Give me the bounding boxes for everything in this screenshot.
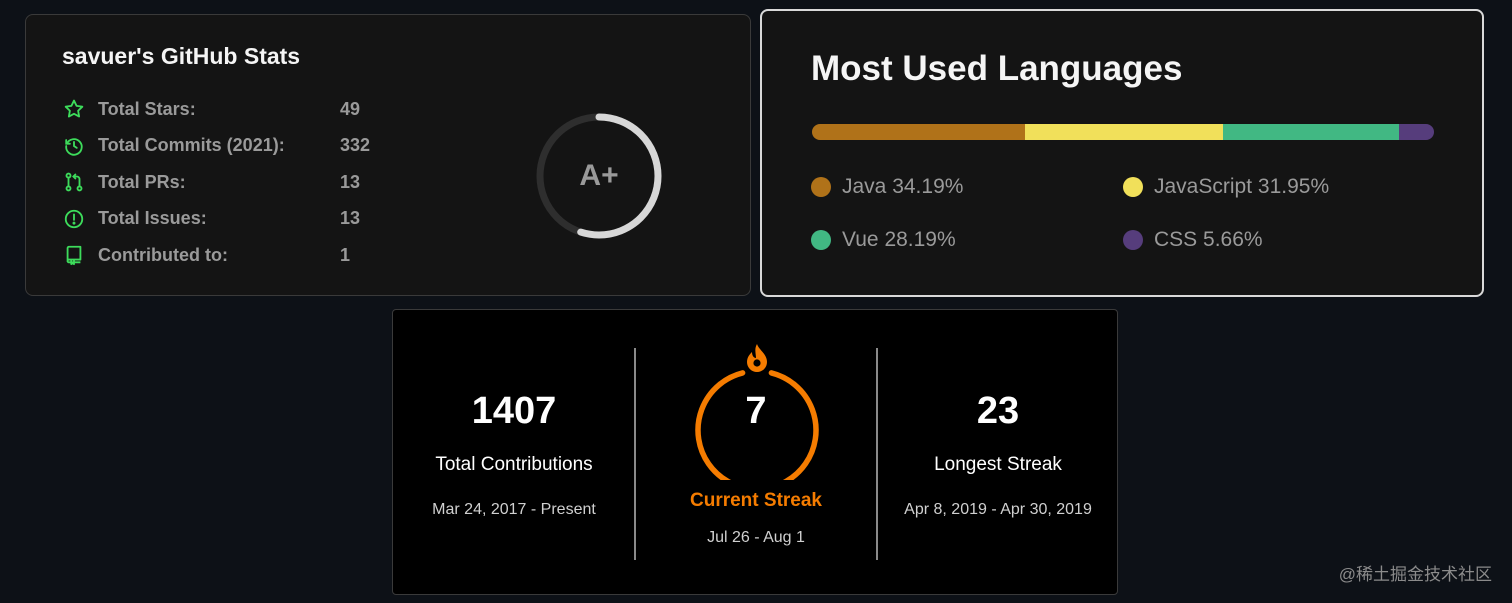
total-contributions-range: Mar 24, 2017 - Present: [432, 501, 596, 518]
languages-title: Most Used Languages: [811, 49, 1183, 88]
lang-segment-java: [812, 124, 1025, 140]
lang-item-css: CSS 5.66%: [1123, 228, 1263, 252]
lang-item-java: Java 34.19%: [811, 175, 963, 199]
lang-dot-java: [811, 177, 831, 197]
stat-row-stars: Total Stars: 49: [62, 91, 370, 128]
lang-segment-css: [1398, 124, 1434, 140]
lang-percent: 31.95%: [1257, 175, 1330, 198]
stat-value: 49: [340, 98, 361, 119]
stat-label: Contributed to:: [98, 244, 228, 265]
fire-icon: [747, 344, 767, 372]
lang-segment-javascript: [1024, 124, 1224, 140]
github-stats-card: savuer's GitHub Stats Total Stars: 49 To…: [25, 14, 751, 296]
lang-percent: 28.19%: [884, 228, 956, 251]
stats-title: savuer's GitHub Stats: [62, 43, 301, 69]
lang-name: Java: [842, 175, 887, 198]
stat-label: Total Commits (2021):: [98, 135, 285, 156]
stat-row-contributed: Contributed to: 1: [62, 237, 370, 274]
languages-card: Most Used Languages Java 34.19% JavaScri…: [760, 9, 1484, 297]
stat-row-commits: Total Commits (2021): 332: [62, 128, 370, 165]
current-streak-range: Jul 26 - Aug 1: [707, 529, 805, 546]
rank-progress-arc: [536, 113, 662, 239]
streak-card: 1407 Total Contributions Mar 24, 2017 - …: [392, 309, 1118, 595]
lang-dot-css: [1123, 230, 1143, 250]
languages-progress-bar: [812, 124, 1434, 140]
lang-segment-vue: [1223, 124, 1399, 140]
rank-grade: A+: [579, 159, 619, 192]
stat-row-prs: Total PRs: 13: [62, 164, 370, 201]
lang-dot-vue: [811, 230, 831, 250]
stat-row-issues: Total Issues: 13: [62, 201, 370, 238]
watermark: @稀土掘金技术社区: [1338, 565, 1492, 584]
current-streak-label: Current Streak: [690, 490, 822, 511]
lang-percent: 34.19%: [892, 175, 964, 198]
longest-streak-range: Apr 8, 2019 - Apr 30, 2019: [904, 501, 1092, 518]
lang-item-vue: Vue 28.19%: [811, 228, 956, 252]
lang-item-javascript: JavaScript 31.95%: [1123, 175, 1329, 199]
lang-dot-javascript: [1123, 177, 1143, 197]
longest-streak-section: 23 Longest Streak Apr 8, 2019 - Apr 30, …: [877, 310, 1119, 594]
star-icon: [62, 97, 86, 121]
lang-percent: 5.66%: [1203, 228, 1263, 251]
stat-label: Total PRs:: [98, 171, 186, 192]
lang-name: Vue: [842, 228, 879, 251]
current-streak-value: 7: [745, 390, 767, 432]
stat-value: 1: [340, 244, 351, 265]
issue-icon: [62, 207, 86, 231]
longest-streak-label: Longest Streak: [934, 454, 1062, 475]
current-streak-section: 7 Current Streak Jul 26 - Aug 1: [635, 310, 877, 594]
longest-streak-value: 23: [976, 390, 1020, 432]
rank-ring: [536, 113, 662, 239]
lang-name: JavaScript: [1154, 175, 1253, 198]
stats-list: Total Stars: 49 Total Commits (2021): 33…: [62, 91, 370, 274]
stat-label: Total Issues:: [98, 208, 207, 229]
streak-divider: [876, 348, 878, 560]
stat-label: Total Stars:: [98, 98, 196, 119]
current-streak-ring: [695, 344, 819, 480]
total-contributions-value: 1407: [471, 390, 557, 432]
history-icon: [62, 134, 86, 158]
total-contributions-label: Total Contributions: [435, 454, 593, 475]
lang-name: CSS: [1154, 228, 1198, 251]
stat-value: 332: [340, 135, 371, 156]
pull-request-icon: [62, 170, 86, 194]
repo-icon: [62, 243, 86, 267]
stat-value: 13: [340, 171, 361, 192]
total-contributions-section: 1407 Total Contributions Mar 24, 2017 - …: [393, 310, 635, 594]
stat-value: 13: [340, 208, 361, 229]
streak-divider: [634, 348, 636, 560]
